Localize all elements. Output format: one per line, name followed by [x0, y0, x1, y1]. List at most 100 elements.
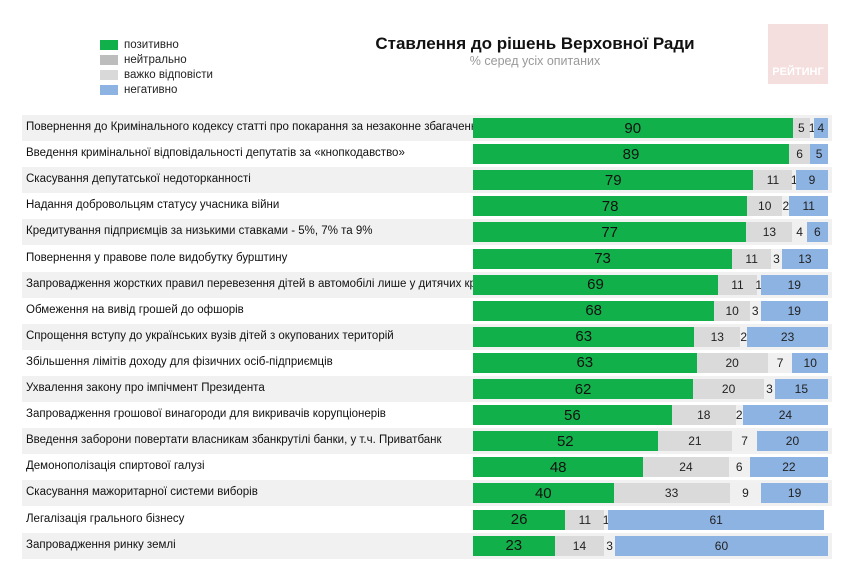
bar-segment-hard: 3 — [749, 300, 761, 321]
category-label: Ухвалення закону про імпічмент Президент… — [26, 382, 265, 394]
bar-segment-neu: 6 — [788, 144, 811, 165]
bar-segment-pos: 56 — [473, 405, 672, 426]
chart-row: Легалізація грального бізнесу 26 11 1 61 — [22, 507, 832, 533]
bar-segment-pos: 62 — [473, 379, 694, 399]
bar-segment-neg: 23 — [747, 326, 829, 347]
chart-row: Надання добровольцям статусу учасника ві… — [22, 193, 832, 219]
bar-segment-pos: 52 — [473, 431, 658, 452]
bar-segment-hard: 9 — [729, 483, 762, 504]
bar-segment-neu: 24 — [643, 457, 729, 478]
bar-segment-neg: 6 — [806, 222, 828, 243]
bar-segment-neu: 11 — [717, 274, 757, 295]
bar-segment-hard: 6 — [728, 457, 750, 478]
category-label: Скасування депутатської недоторканності — [26, 173, 251, 186]
legend-swatch — [100, 39, 118, 50]
bar-segment-neg: 4 — [813, 118, 828, 138]
category-label: Обмеження на вивід грошей до офшорів — [26, 303, 244, 316]
bar-segment-neu: 14 — [554, 535, 605, 556]
bar-segment-neu: 5 — [792, 118, 811, 138]
bar-segment-hard: 2 — [735, 405, 743, 426]
category-label: Запровадження жорстких правил перевезенн… — [26, 277, 504, 290]
chart-row: Запровадження ринку землі 23 14 3 60 — [22, 532, 832, 559]
legend-swatch — [100, 84, 118, 95]
category-label: Демонополізація спиртової галузі — [26, 460, 205, 473]
bar-segment-neg: 15 — [774, 379, 828, 399]
stacked-bar: 62 20 3 15 — [473, 379, 828, 399]
chart-row: Збільшення лімітів доходу для фізичних о… — [22, 350, 832, 376]
chart-row: Введення кримінальної відповідальності д… — [22, 141, 832, 167]
bar-segment-hard: 3 — [771, 248, 782, 269]
bar-segment-pos: 78 — [473, 196, 748, 217]
bar-segment-neu: 11 — [753, 170, 793, 191]
legend-label: нейтрально — [124, 53, 187, 66]
stacked-bar: 40 33 9 19 — [473, 483, 828, 504]
bar-segment-hard: 1 — [755, 274, 762, 295]
bar-segment-neg: 5 — [810, 144, 828, 165]
bar-segment-pos: 40 — [473, 483, 614, 504]
category-label: Введення заборони повертати власникам зб… — [26, 434, 442, 447]
stacked-bar: 63 20 7 10 — [473, 352, 828, 373]
chart-row: Повернення у правове поле видобутку бурш… — [22, 246, 832, 272]
bar-segment-neg: 19 — [760, 274, 828, 295]
legend-label: важко відповісти — [124, 68, 213, 81]
chart-row: Запровадження жорстких правил перевезенн… — [22, 271, 832, 298]
bar-segment-hard: 1 — [603, 509, 609, 530]
bar-segment-neg: 22 — [749, 457, 828, 478]
bar-segment-neu: 21 — [657, 431, 733, 452]
stacked-bar: 48 24 6 22 — [473, 457, 828, 478]
bar-segment-pos: 73 — [473, 248, 733, 269]
bar-segment-hard: 7 — [767, 352, 793, 373]
legend-item-hard: важко відповісти — [100, 67, 213, 82]
bar-segment-neu: 10 — [747, 196, 783, 217]
stacked-bar: 90 5 1 4 — [473, 118, 828, 138]
bar-segment-pos: 90 — [473, 118, 793, 138]
chart-row: Повернення до Кримінального кодексу стат… — [22, 115, 832, 141]
bar-segment-pos: 26 — [473, 509, 566, 530]
bar-segment-pos: 89 — [473, 144, 789, 165]
stacked-bar: 26 11 1 61 — [473, 509, 828, 530]
legend-label: позитивно — [124, 38, 179, 51]
legend-label: негативно — [124, 83, 178, 96]
category-label: Збільшення лімітів доходу для фізичних о… — [26, 355, 333, 368]
category-label: Надання добровольцям статусу учасника ві… — [26, 199, 280, 212]
bar-segment-pos: 79 — [473, 170, 754, 191]
bar-segment-neu: 13 — [694, 326, 741, 347]
legend-item-positive: позитивно — [100, 37, 213, 52]
category-label: Кредитування підприємців за низькими ста… — [26, 225, 373, 238]
bar-segment-neu: 20 — [693, 379, 765, 399]
bar-segment-neu: 11 — [565, 509, 605, 530]
bar-segment-neu: 18 — [671, 405, 736, 426]
category-label: Легалізація грального бізнесу — [26, 512, 185, 525]
category-label: Скасування мажоритарної системи виборів — [26, 486, 258, 499]
legend-swatch — [100, 54, 118, 65]
stacked-bar: 77 13 4 6 — [473, 222, 828, 243]
category-label: Введення кримінальної відповідальності д… — [26, 147, 405, 160]
stacked-bar: 68 10 3 19 — [473, 300, 828, 321]
chart-row: Демонополізація спиртової галузі 48 24 6 22 — [22, 454, 832, 480]
legend-swatch — [100, 69, 118, 80]
bar-segment-pos: 23 — [473, 535, 555, 556]
bar-segment-neg: 61 — [607, 509, 825, 530]
bar-segment-pos: 69 — [473, 274, 718, 295]
chart-row: Ухвалення закону про імпічмент Президент… — [22, 376, 832, 402]
bar-segment-neg: 24 — [742, 405, 828, 426]
stacked-bar: 78 10 2 11 — [473, 196, 828, 217]
bar-segment-neg: 10 — [792, 352, 828, 373]
stacked-bar: 63 13 2 23 — [473, 326, 829, 347]
rating-logo: РЕЙТИНГ — [768, 24, 828, 84]
chart-title: Ставлення до рішень Верховної Ради — [375, 34, 695, 53]
chart-row: Введення заборони повертати власникам зб… — [22, 428, 832, 455]
stacked-bar: 56 18 2 24 — [473, 405, 828, 426]
bar-segment-neg: 19 — [760, 300, 828, 321]
stacked-bar: 79 11 1 9 — [473, 170, 828, 191]
legend: позитивно нейтрально важко відповісти не… — [100, 37, 213, 97]
stacked-bar: 52 21 7 20 — [473, 431, 828, 452]
bar-segment-hard: 2 — [782, 196, 790, 217]
bar-segment-pos: 48 — [473, 457, 644, 478]
bar-segment-neu: 13 — [746, 222, 793, 243]
chart-row: Скасування депутатської недоторканності 7… — [22, 167, 832, 194]
bar-segment-neu: 10 — [714, 300, 750, 321]
bar-segment-neu: 11 — [732, 248, 772, 269]
chart-row: Спрощення вступу до українських вузів ді… — [22, 323, 832, 350]
category-label: Запровадження грошової винагороди для ви… — [26, 408, 386, 421]
